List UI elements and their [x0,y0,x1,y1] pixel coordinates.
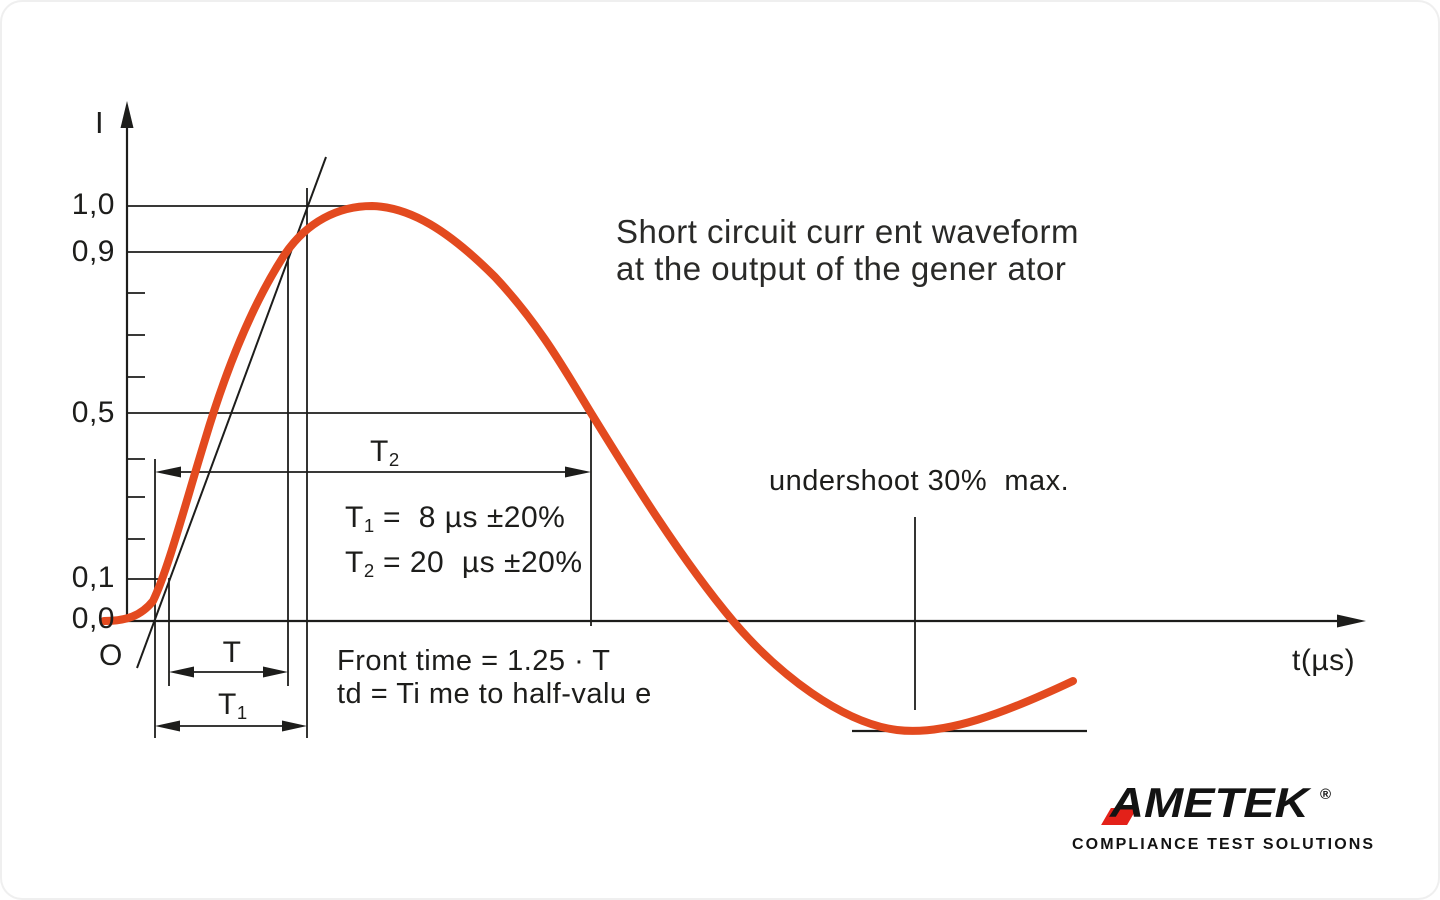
t1-value-formula: T1 = 8 µs ±20% [345,501,566,537]
y-axis-title: I [95,105,105,140]
t1-dimension-arrow [155,720,307,732]
y-tick-label-0-5: 0,5 [71,396,115,429]
ametek-logo: AMETEK ® COMPLIANCE TEST SOLUTIONS [1072,779,1376,862]
level-lines [127,205,591,580]
t2-value-formula: T2 = 20 µs ±20% [345,546,583,582]
surge-current-curve [100,201,1077,735]
x-axis-title: t(µs) [1292,644,1356,677]
t-dimension-arrow [169,666,288,678]
undershoot-annotation: undershoot 30% max. [769,465,1070,497]
t2-dimension-arrow [155,466,591,478]
t-dimension-label: T [222,636,242,669]
figure-title-line1: Short circuit curr ent waveform [616,213,1079,250]
x-axis-arrowhead-icon [1337,614,1366,628]
ametek-tagline: COMPLIANCE TEST SOLUTIONS [1072,836,1376,853]
t2-dimension-label: T2 [370,435,400,471]
axes [125,114,1340,623]
origin-label: O [99,639,123,672]
y-tick-label-0-1: 0,1 [71,561,115,594]
figure-title-line2: at the output of the gener ator [616,250,1067,287]
y-tick-label-0-9: 0,9 [71,235,115,268]
y-tick-label-1-0: 1,0 [71,188,115,221]
ametek-brand-text: AMETEK [1110,779,1309,826]
half-value-definition: td = Ti me to half-valu e [337,678,652,710]
y-tick-label-0-0: 0,0 [71,602,115,635]
t1-dimension-label: T1 [218,688,248,724]
front-time-definition: Front time = 1.25 · T [337,645,611,677]
registered-trademark-icon: ® [1320,786,1332,803]
y-axis-ticks [127,292,145,540]
figure-title: Short circuit curr ent waveform at the o… [616,213,1079,287]
y-axis-arrowhead-icon [120,101,134,128]
